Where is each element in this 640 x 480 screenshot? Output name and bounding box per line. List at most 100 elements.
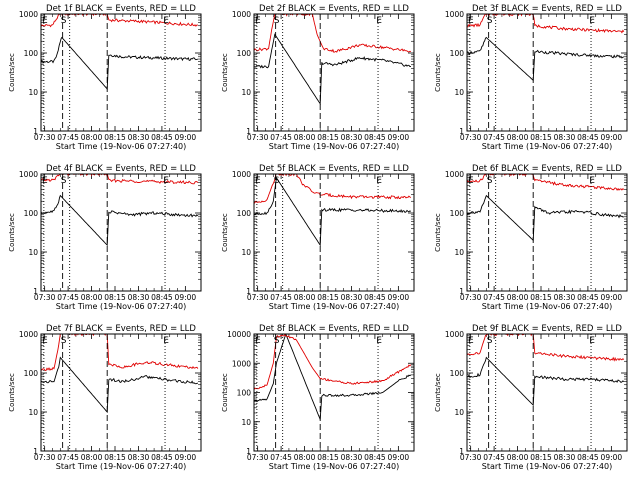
time-marker-label: S xyxy=(274,16,280,26)
x-tick-label: 07:30 xyxy=(460,453,482,462)
y-axis-label: Counts/sec xyxy=(221,53,229,92)
x-tick-label: 08:15 xyxy=(104,133,126,142)
plot-frame xyxy=(466,13,628,132)
x-tick-label: 08:15 xyxy=(317,453,339,462)
x-tick-label: 09:00 xyxy=(388,293,410,302)
y-tick-label: 100 xyxy=(450,369,465,378)
x-tick-label: 07:45 xyxy=(57,453,79,462)
x-tick-label: 08:45 xyxy=(151,133,173,142)
x-tick-label: 08:00 xyxy=(294,293,316,302)
x-tick-label: 08:00 xyxy=(507,293,529,302)
time-marker-label: E xyxy=(468,176,474,186)
x-tick-label: 08:00 xyxy=(294,133,316,142)
y-axis-label: Counts/sec xyxy=(434,373,442,412)
chart-panel-det-9: Det 9f BLACK = Events, RED = LLD 1 10 100 10… xyxy=(434,324,628,471)
x-tick-label: 07:45 xyxy=(483,453,505,462)
x-tick-label: 08:45 xyxy=(364,133,386,142)
y-tick-label: 1000 xyxy=(19,170,38,179)
x-axis-label: Start Time (19-Nov-06 07:27:40) xyxy=(482,302,612,311)
x-tick-label: 09:00 xyxy=(388,453,410,462)
x-tick-label: 07:30 xyxy=(247,453,269,462)
x-tick-label: 07:45 xyxy=(57,133,79,142)
time-marker-label: E xyxy=(42,16,48,26)
x-tick-label: 08:15 xyxy=(317,133,339,142)
chart-panel-det-7: Det 7f BLACK = Events, RED = LLD 1 10 100 10… xyxy=(8,324,202,471)
y-tick-label: 1000 xyxy=(19,330,38,339)
plot-frame xyxy=(253,333,415,452)
x-tick-label: 07:45 xyxy=(270,453,292,462)
series-line-lld xyxy=(41,174,199,185)
y-tick-label: 100 xyxy=(237,389,252,398)
time-marker-label: S xyxy=(274,176,280,186)
time-marker-label: S xyxy=(61,16,67,26)
time-marker-label: S xyxy=(487,176,493,186)
x-tick-label: 07:45 xyxy=(270,293,292,302)
plot-frame xyxy=(253,173,415,292)
y-tick-label: 10 xyxy=(241,248,251,257)
time-marker-label: E xyxy=(255,176,261,186)
x-tick-label: 08:15 xyxy=(530,453,552,462)
y-tick-label: 1 xyxy=(33,287,38,296)
y-tick-label: 10 xyxy=(454,88,464,97)
x-tick-label: 08:30 xyxy=(341,293,363,302)
chart-panel-det-5: Det 5f BLACK = Events, RED = LLD 1 10 100 10… xyxy=(221,164,415,311)
x-axis-label: Start Time (19-Nov-06 07:27:40) xyxy=(482,142,612,151)
x-tick-label: 07:30 xyxy=(34,133,56,142)
series-line-lld xyxy=(467,174,625,191)
x-tick-label: 09:00 xyxy=(175,293,197,302)
x-tick-label: 08:30 xyxy=(128,293,150,302)
x-axis-label: Start Time (19-Nov-06 07:27:40) xyxy=(482,462,612,471)
x-tick-label: 08:30 xyxy=(554,293,576,302)
x-tick-label: 09:00 xyxy=(601,453,623,462)
series-line-events xyxy=(254,176,412,247)
x-tick-label: 08:45 xyxy=(151,453,173,462)
series-line-lld xyxy=(254,14,411,53)
x-tick-label: 08:30 xyxy=(554,453,576,462)
series-line-events xyxy=(467,356,625,407)
y-tick-label: 100 xyxy=(450,49,465,58)
x-tick-label: 08:15 xyxy=(104,293,126,302)
series-line-events xyxy=(254,33,411,106)
time-marker-label: E xyxy=(163,16,169,26)
series-line-lld xyxy=(467,14,625,34)
y-tick-label: 10 xyxy=(454,248,464,257)
time-marker-label: S xyxy=(61,176,67,186)
time-marker-label: E xyxy=(255,16,261,26)
x-axis-label: Start Time (19-Nov-06 07:27:40) xyxy=(56,142,186,151)
x-tick-label: 07:30 xyxy=(460,133,482,142)
series-line-events xyxy=(41,36,199,91)
chart-panel-det-1: Det 1f BLACK = Events, RED = LLD 1 10 100 10… xyxy=(8,4,202,151)
x-tick-label: 07:30 xyxy=(247,293,269,302)
series-line-events xyxy=(41,194,199,247)
x-tick-label: 08:45 xyxy=(364,453,386,462)
plot-frame xyxy=(466,333,628,452)
x-tick-label: 09:00 xyxy=(601,293,623,302)
y-tick-label: 1 xyxy=(246,127,251,136)
series-line-events xyxy=(467,36,625,82)
y-tick-label: 1 xyxy=(33,127,38,136)
y-tick-label: 100 xyxy=(450,209,465,218)
y-tick-label: 100 xyxy=(237,49,252,58)
x-tick-label: 07:45 xyxy=(483,293,505,302)
y-axis-label: Counts/sec xyxy=(8,373,16,412)
x-tick-label: 08:30 xyxy=(341,133,363,142)
x-tick-label: 08:00 xyxy=(81,133,103,142)
chart-title: Det 4f BLACK = Events, RED = LLD xyxy=(46,164,196,174)
chart-title: Det 5f BLACK = Events, RED = LLD xyxy=(259,164,409,174)
time-marker-label: E xyxy=(163,336,169,346)
x-tick-label: 08:00 xyxy=(81,293,103,302)
series-line-lld xyxy=(254,174,412,204)
x-axis-label: Start Time (19-Nov-06 07:27:40) xyxy=(56,462,186,471)
chart-title: Det 1f BLACK = Events, RED = LLD xyxy=(46,4,196,14)
y-tick-label: 10 xyxy=(241,418,251,427)
time-marker-label: E xyxy=(589,16,595,26)
chart-title: Det 2f BLACK = Events, RED = LLD xyxy=(259,4,409,14)
x-tick-label: 08:45 xyxy=(577,293,599,302)
y-tick-label: 1 xyxy=(459,127,464,136)
y-axis-label: Counts/sec xyxy=(434,53,442,92)
time-marker-label: E xyxy=(589,336,595,346)
time-marker-label: E xyxy=(589,176,595,186)
x-tick-label: 07:30 xyxy=(34,453,56,462)
y-tick-label: 1 xyxy=(459,287,464,296)
